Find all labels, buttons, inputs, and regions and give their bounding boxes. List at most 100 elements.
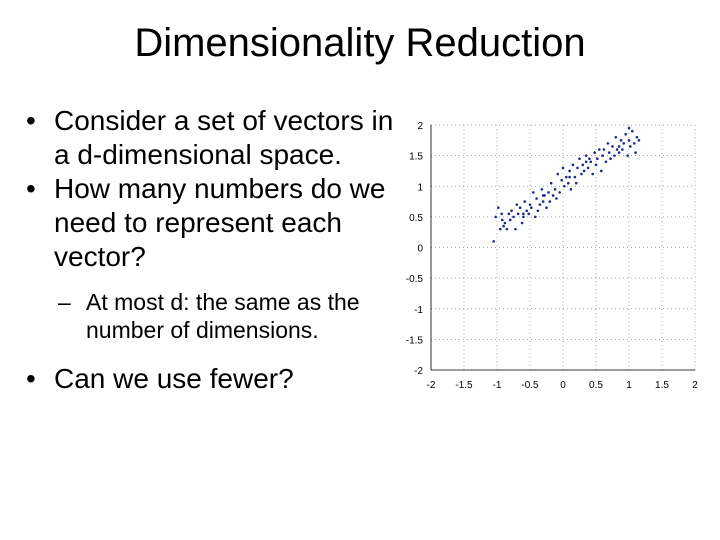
scatter-point — [541, 194, 545, 197]
scatter-point — [591, 172, 594, 176]
y-tick-label: 2 — [417, 121, 423, 132]
sub-bullet-dash: – — [58, 289, 71, 315]
scatter-point — [582, 169, 586, 173]
scatter-point — [563, 184, 566, 188]
scatter-point — [536, 209, 540, 213]
scatter-point — [507, 212, 511, 216]
y-tick-label: 1 — [417, 182, 423, 193]
scatter-point — [569, 188, 573, 191]
scatter-point — [540, 188, 544, 191]
x-tick-label: 0 — [560, 380, 566, 391]
bullet-text: Can we use fewer? — [54, 363, 294, 394]
scatter-point — [502, 224, 505, 228]
y-tick-label: -1.5 — [406, 335, 424, 346]
sub-bullet-text: At most d: the same as the number of dim… — [86, 289, 360, 343]
scatter-point — [581, 163, 585, 167]
y-tick-label: -2 — [414, 366, 423, 377]
scatter-point — [492, 240, 495, 243]
scatter-point — [588, 157, 591, 160]
scatter-point — [634, 151, 637, 154]
scatter-point — [527, 212, 530, 216]
scatter-point — [497, 206, 500, 209]
scatter-point — [613, 154, 616, 157]
x-tick-label: -1.5 — [455, 380, 473, 391]
scatter-point — [514, 227, 517, 231]
scatter-point — [627, 139, 631, 142]
scatter-point — [500, 218, 504, 222]
bullet-dot: • — [26, 173, 36, 204]
scatter-point — [494, 215, 497, 219]
scatter-point — [576, 166, 579, 170]
scatter-point — [627, 126, 631, 130]
y-tick-label: 0 — [417, 244, 423, 255]
scatter-point — [549, 181, 553, 185]
scatter-point — [589, 160, 593, 164]
scatter-point — [530, 206, 533, 209]
scatter-point — [614, 135, 618, 139]
scatter-point — [624, 132, 627, 136]
scatter-point — [596, 157, 599, 160]
scatter-point — [629, 145, 632, 148]
scatter-point — [611, 145, 614, 148]
scatter-point — [533, 215, 537, 219]
scatter-point — [505, 227, 509, 231]
scatter-point — [607, 151, 611, 154]
scatter-point — [561, 166, 565, 170]
scatter-point — [609, 157, 612, 160]
scatter-point — [619, 139, 623, 142]
scatter-point — [515, 203, 519, 206]
sub-bullet-item: – At most d: the same as the number of d… — [26, 288, 406, 344]
scatter-point — [621, 148, 624, 151]
scatter-point — [571, 163, 575, 167]
scatter-point — [566, 181, 570, 185]
scatter-point — [617, 145, 621, 148]
scatter-point — [548, 200, 552, 203]
scatter-point — [622, 142, 626, 145]
bullet-text: How many numbers do we need to represent… — [54, 173, 386, 272]
y-tick-label: -1 — [414, 305, 423, 316]
x-tick-label: -2 — [427, 380, 436, 391]
scatter-point — [565, 175, 568, 179]
scatter-point — [632, 142, 636, 145]
scatter-point — [568, 175, 571, 179]
x-tick-label: 2 — [692, 380, 698, 391]
scatter-point — [574, 181, 578, 185]
bullet-list: • Consider a set of vectors in a d-dimen… — [26, 104, 396, 396]
bullet-dot: • — [26, 105, 36, 136]
scatter-point — [556, 172, 560, 176]
scatter-point — [626, 154, 629, 157]
x-tick-label: 1.5 — [655, 380, 669, 391]
slide-title: Dimensionality Reduction — [134, 21, 586, 65]
bullet-item: • Can we use fewer? — [26, 362, 396, 396]
scatter-point — [580, 172, 583, 176]
scatter-point — [578, 157, 581, 160]
scatter-point — [538, 203, 542, 206]
scatter-point — [599, 169, 603, 173]
x-tick-label: 1 — [626, 380, 632, 391]
scatter-point — [499, 227, 502, 231]
scatter-point — [508, 218, 512, 222]
scatter-point — [500, 212, 503, 216]
y-tick-label: 0.5 — [409, 213, 423, 224]
scatter-point — [604, 160, 608, 164]
scatter-point — [522, 215, 525, 219]
scatter-point — [635, 135, 639, 139]
scatter-point — [525, 209, 528, 213]
bullet-item: • Consider a set of vectors in a d-dimen… — [26, 104, 396, 172]
scatter-point — [584, 154, 588, 157]
x-tick-label: 0.5 — [589, 380, 603, 391]
scatter-point — [520, 221, 524, 225]
scatter-point — [601, 154, 604, 157]
scatter-point — [545, 206, 548, 209]
scatter-point — [503, 221, 507, 225]
scatter-point — [547, 191, 550, 194]
y-tick-label: 1.5 — [409, 152, 423, 163]
scatter-point — [573, 175, 577, 179]
scatter-point — [522, 212, 525, 216]
bullet-item: • How many numbers do we need to represe… — [26, 172, 396, 274]
scatter-point — [535, 197, 538, 200]
scatter-point — [553, 188, 557, 191]
scatter-point — [541, 200, 545, 203]
scatter-plot: -2 -1.5 -1 -0.5 0 0.5 1 1.5 2 2 1.5 1 0.5 0 -0.5 -1 -1.5… — [406, 121, 698, 391]
scatter-point — [615, 148, 619, 151]
